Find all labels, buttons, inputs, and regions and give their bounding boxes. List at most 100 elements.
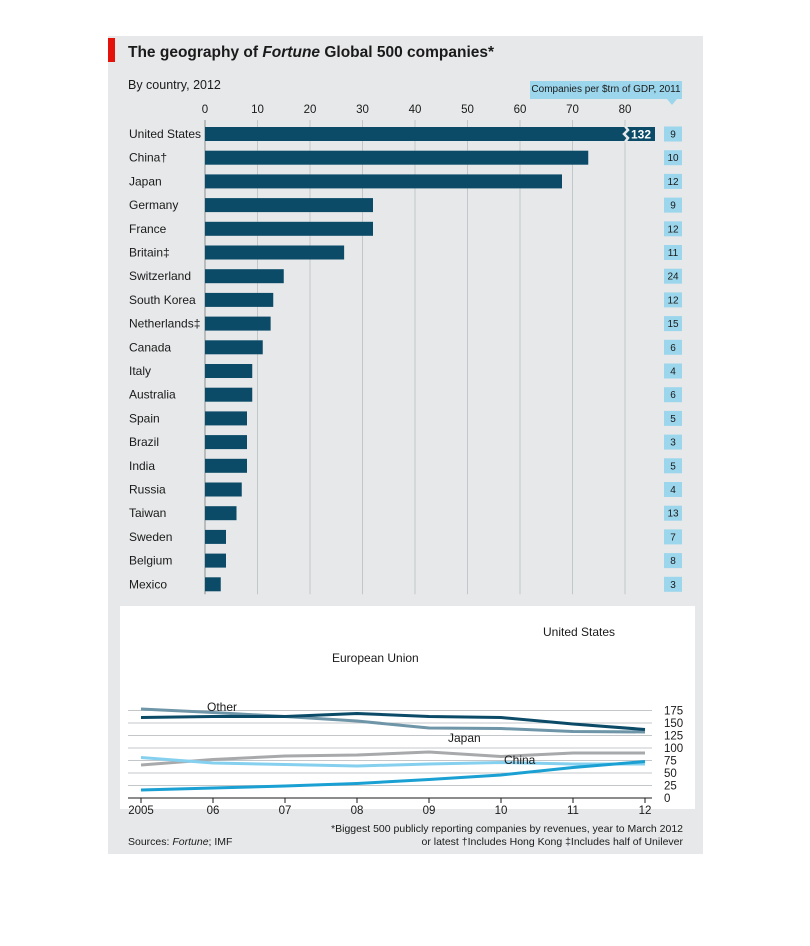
gdp-value-label: 7 — [670, 532, 676, 543]
gdp-value-label: 3 — [670, 580, 676, 591]
bar-category-label: Taiwan — [129, 506, 166, 520]
line-x-tick-label: 12 — [639, 805, 652, 817]
bar-category-label: India — [129, 459, 155, 473]
gdp-value-label: 9 — [670, 130, 676, 141]
gdp-value-box — [664, 387, 682, 403]
gdp-value-label: 24 — [667, 272, 679, 283]
bar-chart: 0 10 20 30 40 50 60 70 80 United States China† Jap… — [129, 104, 682, 595]
bar-category-label: France — [129, 222, 167, 236]
series-line — [140, 707, 646, 734]
gdp-value-box — [664, 339, 682, 355]
bar — [205, 221, 373, 236]
gdp-value-box — [664, 458, 682, 474]
gdp-value-label: 12 — [667, 224, 679, 235]
gdp-value-box — [664, 505, 682, 521]
bar — [205, 458, 247, 473]
line-x-tick-label: 08 — [351, 805, 364, 817]
bar-x-tick-label: 80 — [619, 104, 632, 116]
gdp-value-label: 5 — [670, 414, 676, 425]
gdp-value-box — [664, 150, 682, 166]
bar-category-label: United States — [129, 127, 201, 141]
gdp-value-box — [664, 434, 682, 450]
bar-x-tick-label: 40 — [409, 104, 422, 116]
series-label: Other — [207, 700, 237, 714]
bar — [205, 150, 589, 165]
sources-note: Sources: Fortune; IMF — [128, 836, 233, 848]
bar-category-label: Italy — [129, 364, 151, 378]
bar-category-label: Russia — [129, 483, 166, 497]
bar-category-label: Britain‡ — [129, 246, 170, 260]
gdp-value-box — [664, 126, 682, 142]
series-line — [140, 756, 645, 768]
gdp-value-label: 4 — [670, 485, 676, 496]
line-y-tick-label: 175 — [664, 706, 683, 718]
line-y-tick-label: 50 — [664, 768, 677, 780]
brand-red-bar — [108, 38, 115, 62]
bar — [205, 198, 373, 213]
bar-category-label: Sweden — [129, 530, 172, 544]
gdp-value-box — [664, 482, 682, 497]
gdp-value-box — [664, 529, 682, 545]
gdp-value-label: 4 — [670, 367, 676, 378]
line-y-tick-label: 100 — [664, 743, 683, 755]
footnote-line-1: *Biggest 500 publicly reporting companie… — [331, 823, 683, 835]
bar — [205, 269, 284, 284]
bar — [205, 127, 655, 141]
gdp-value-box — [664, 268, 682, 284]
series-label: China — [504, 753, 536, 767]
bar — [205, 292, 274, 307]
footnote-line-2: or latest †Includes Hong Kong ‡Includes … — [421, 836, 684, 848]
line-chart-plot-bg — [120, 606, 695, 809]
gdp-value-label: 12 — [667, 177, 679, 188]
gdp-value-label: 15 — [667, 319, 679, 330]
gdp-column-background — [662, 121, 683, 595]
bar — [205, 364, 253, 378]
gdp-value-label: 6 — [670, 390, 676, 401]
bar-category-label: Switzerland — [129, 269, 191, 283]
gdp-value-box — [664, 316, 682, 332]
bar — [205, 316, 271, 331]
bar — [205, 435, 247, 450]
series-label: United States — [543, 625, 615, 639]
bar-category-label: China† — [129, 151, 167, 165]
line-x-tick-label: 11 — [567, 805, 579, 817]
bar-x-tick-label: 50 — [461, 104, 474, 116]
gdp-value-label: 9 — [670, 201, 676, 212]
gdp-value-label: 10 — [667, 153, 679, 164]
chart-subtitle: By country, 2012 — [128, 78, 221, 92]
bar-category-label: South Korea — [129, 293, 196, 307]
footnote: *Biggest 500 publicly reporting companie… — [331, 823, 683, 849]
bar-x-tick-label: 10 — [251, 104, 264, 116]
bar — [205, 245, 345, 260]
line-x-tick-label: 07 — [279, 805, 292, 817]
line-y-tick-label: 75 — [664, 756, 677, 768]
gdp-value-box — [664, 553, 682, 569]
line-x-tick-label: 2005 — [128, 805, 154, 817]
series-line — [140, 712, 646, 731]
bar-category-label: Mexico — [129, 577, 167, 591]
bar-category-label: Japan — [129, 174, 162, 188]
bar — [205, 577, 221, 592]
gdp-value-box — [664, 576, 682, 592]
gdp-value-label: 13 — [667, 509, 679, 520]
bar-value-label: 132 — [631, 128, 651, 142]
gdp-value-box — [664, 221, 682, 237]
gdp-value-box — [664, 173, 682, 189]
bar — [205, 174, 562, 189]
bar-x-tick-label: 70 — [566, 104, 579, 116]
series-label: European Union — [332, 651, 419, 665]
gdp-value-box — [664, 292, 682, 308]
bar — [205, 553, 226, 568]
bar-x-tick-label: 20 — [304, 104, 317, 116]
bar-x-tick-label: 0 — [202, 104, 208, 116]
gdp-value-label: 6 — [670, 343, 676, 354]
gdp-value-label: 12 — [667, 295, 679, 306]
bar-category-label: Canada — [129, 340, 171, 354]
gdp-value-box — [664, 245, 682, 260]
gdp-value-label: 3 — [670, 438, 676, 449]
line-y-tick-label: 150 — [664, 718, 683, 730]
gdp-value-box — [664, 410, 682, 426]
series-line — [140, 750, 645, 767]
chart-title: The geography of Fortune Global 500 comp… — [128, 44, 495, 61]
